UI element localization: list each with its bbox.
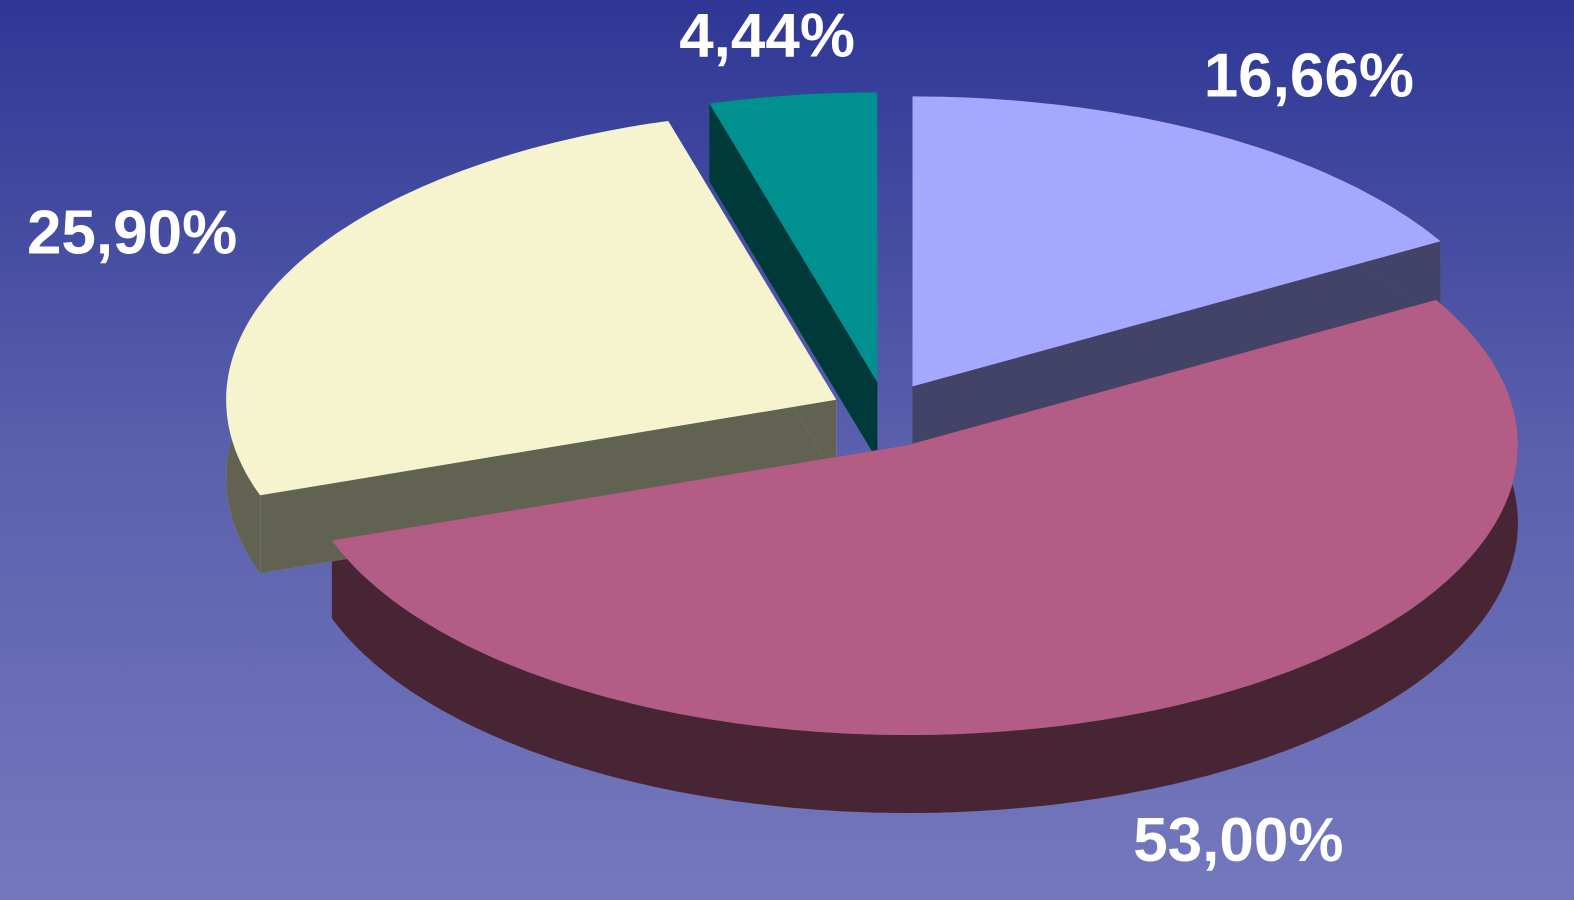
data-labels: 16,66% 53,00% 25,90% 4,44% — [27, 1, 1414, 875]
slice — [226, 121, 837, 496]
data-label: 16,66% — [1204, 41, 1414, 110]
slice — [331, 299, 1518, 735]
data-label: 53,00% — [1133, 806, 1343, 875]
slice-side-shade — [709, 103, 878, 461]
slice-tops — [226, 92, 1518, 735]
slice — [709, 92, 878, 383]
slice — [912, 96, 1441, 387]
data-label: 4,44% — [679, 1, 855, 70]
data-label: 25,90% — [27, 198, 237, 267]
